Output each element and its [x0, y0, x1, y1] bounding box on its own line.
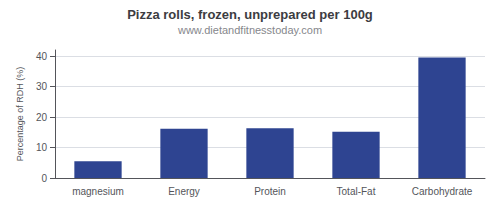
- svg-text:Protein: Protein: [254, 186, 286, 197]
- svg-text:www.dietandfitnesstoday.com: www.dietandfitnesstoday.com: [177, 24, 322, 36]
- svg-text:Percentage of RDH (%): Percentage of RDH (%): [15, 67, 25, 162]
- svg-text:10: 10: [36, 142, 48, 153]
- svg-text:0: 0: [41, 173, 47, 184]
- svg-text:Carbohydrate: Carbohydrate: [412, 186, 473, 197]
- svg-text:Total-Fat: Total-Fat: [337, 186, 376, 197]
- svg-text:40: 40: [36, 51, 48, 62]
- svg-text:20: 20: [36, 112, 48, 123]
- svg-text:Energy: Energy: [168, 186, 200, 197]
- svg-text:magnesium: magnesium: [72, 186, 124, 197]
- svg-text:Pizza rolls, frozen, unprepare: Pizza rolls, frozen, unprepared per 100g: [127, 7, 373, 22]
- svg-text:30: 30: [36, 81, 48, 92]
